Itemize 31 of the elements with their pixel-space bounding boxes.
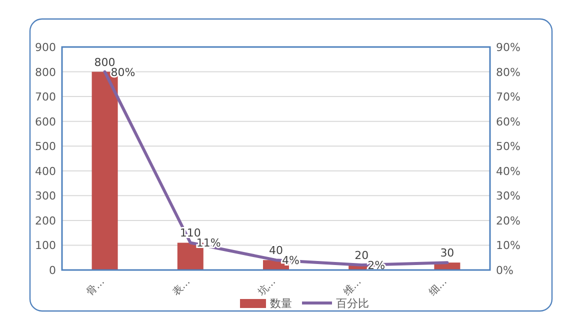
y2-tick-label: 80% [496, 66, 520, 79]
y2-tick-label: 60% [496, 115, 520, 128]
x-tick-label: 表… [170, 276, 193, 298]
y-tick-label: 400 [35, 164, 56, 178]
y-tick-label: 100 [35, 239, 56, 252]
y-tick-label: 200 [35, 214, 56, 228]
y2-tick-label: 30% [496, 190, 520, 203]
y2-tick-label: 40% [496, 164, 520, 178]
data-label: 20 [354, 249, 369, 262]
data-label: 30 [440, 246, 454, 260]
y-tick-label: 0 [49, 264, 56, 277]
y-tick-label: 300 [35, 190, 56, 203]
x-tick-label: 坑… [254, 276, 278, 299]
y-tick-label: 700 [35, 90, 56, 104]
x-tick-label: 维… [341, 276, 364, 298]
y2-tick-label: 0% [496, 264, 514, 277]
y2-tick-label: 20% [496, 214, 520, 228]
y2-tick-label: 10% [496, 239, 520, 252]
y-tick-label: 900 [35, 41, 56, 54]
data-label: 40 [269, 244, 283, 258]
y2-tick-label: 70% [496, 90, 520, 104]
y-tick-label: 800 [35, 66, 56, 79]
legend-label: 数量 [270, 297, 292, 310]
legend-label: 百分比 [336, 297, 369, 310]
y-tick-label: 600 [35, 115, 56, 128]
data-label: 4% [282, 254, 300, 268]
y2-tick-label: 90% [496, 41, 520, 54]
y-tick-label: 500 [35, 140, 56, 154]
y2-tick-label: 50% [496, 140, 520, 154]
x-tick-label: 骨… [85, 276, 107, 298]
x-tick-label: 细… [426, 276, 450, 298]
